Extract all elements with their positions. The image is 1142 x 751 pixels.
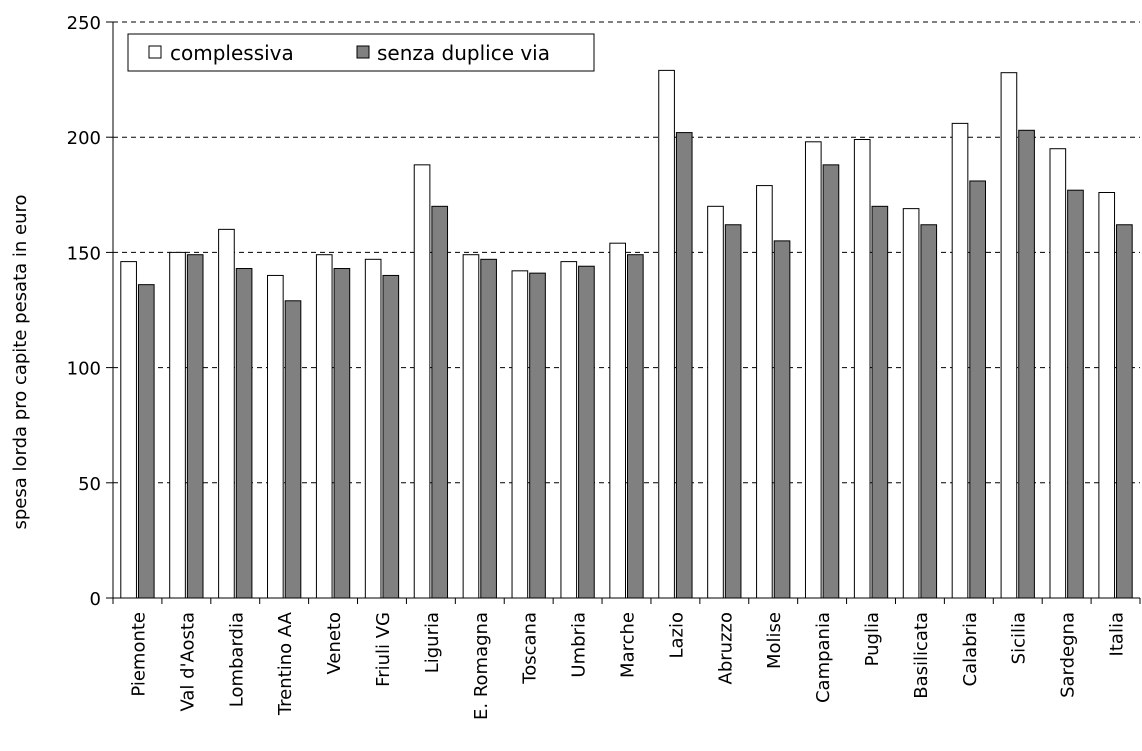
grid-lines bbox=[113, 21, 1140, 484]
y-tick-label: 250 bbox=[67, 13, 101, 34]
x-tick-label: Umbria bbox=[569, 612, 590, 678]
bar-senza-duplice-via bbox=[529, 272, 546, 599]
x-tick-label: Liguria bbox=[422, 612, 443, 673]
bar-complessiva bbox=[218, 228, 235, 599]
bar-senza-duplice-via bbox=[186, 254, 204, 599]
bar-senza-duplice-via bbox=[675, 132, 693, 599]
bar-senza-duplice-via bbox=[627, 254, 644, 599]
x-tick-label: Calabria bbox=[960, 612, 981, 687]
bar-complessiva bbox=[853, 139, 871, 599]
bar-senza-duplice-via bbox=[724, 224, 742, 599]
x-tick-label: Sicilia bbox=[1009, 612, 1030, 664]
x-tick-labels: Piemonte Val d'Aosta Lombardia Trentino AA V… bbox=[128, 611, 1127, 720]
bar-complessiva bbox=[364, 258, 382, 599]
bar-senza-duplice-via bbox=[920, 224, 938, 599]
bar-complessiva bbox=[658, 69, 675, 599]
y-tick-label: 0 bbox=[90, 589, 101, 610]
x-tick-label: Lombardia bbox=[226, 612, 247, 707]
bar-complessiva bbox=[1000, 72, 1018, 599]
x-tick-label: Lazio bbox=[666, 612, 687, 659]
x-tick-label: Abruzzo bbox=[715, 612, 736, 684]
x-tick-label: Marche bbox=[618, 612, 639, 678]
bar-senza-duplice-via bbox=[1018, 129, 1035, 599]
bar-complessiva bbox=[1098, 191, 1116, 599]
x-tick-label: Molise bbox=[764, 612, 785, 669]
bar-senza-duplice-via bbox=[773, 240, 791, 599]
bar-complessiva bbox=[462, 254, 480, 599]
bar-senza-duplice-via bbox=[284, 300, 302, 599]
legend-swatch-senza-duplice-via bbox=[356, 45, 370, 59]
y-tick-label: 100 bbox=[67, 359, 101, 380]
bar-senza-duplice-via bbox=[871, 205, 889, 599]
bar-senza-duplice-via bbox=[137, 284, 155, 599]
axes-group bbox=[106, 21, 1141, 604]
x-tick-label: Italia bbox=[1107, 612, 1128, 656]
bar-complessiva bbox=[267, 274, 284, 599]
legend-label-complessiva: complessiva bbox=[170, 41, 294, 65]
bar-complessiva bbox=[804, 141, 822, 599]
legend-swatch-complessiva bbox=[148, 45, 162, 59]
bar-complessiva bbox=[560, 261, 578, 599]
x-tick-label: Piemonte bbox=[128, 612, 149, 697]
bar-complessiva bbox=[609, 242, 626, 599]
bar-senza-duplice-via bbox=[480, 258, 497, 599]
y-axis-title: spesa lorda pro capite pesata in euro bbox=[10, 194, 31, 529]
x-tick-label: Veneto bbox=[324, 612, 345, 675]
bar-senza-duplice-via bbox=[1067, 189, 1084, 599]
bar-complessiva bbox=[707, 205, 724, 599]
x-tick-label: Campania bbox=[813, 612, 834, 703]
bar-complessiva bbox=[1049, 148, 1067, 599]
y-tick-label: 50 bbox=[78, 474, 101, 495]
bar-complessiva bbox=[413, 164, 431, 599]
x-tick-label: Puglia bbox=[862, 612, 883, 666]
x-tick-label: Sardegna bbox=[1058, 612, 1079, 698]
legend: complessiva senza duplice via bbox=[127, 33, 595, 72]
bar-senza-duplice-via bbox=[578, 265, 595, 599]
x-tick-label: E. Romagna bbox=[471, 612, 492, 720]
bar-senza-duplice-via bbox=[431, 205, 449, 599]
legend-label-senza-duplice-via: senza duplice via bbox=[377, 41, 550, 65]
x-tick-label: Toscana bbox=[520, 612, 541, 685]
bar-senza-duplice-via bbox=[382, 274, 400, 599]
bar-senza-duplice-via bbox=[235, 268, 253, 599]
bar-complessiva bbox=[120, 261, 137, 599]
y-tick-label: 200 bbox=[67, 128, 101, 149]
x-tick-label: Basilicata bbox=[911, 612, 932, 699]
bar-complessiva bbox=[315, 254, 333, 599]
x-tick-label: Val d'Aosta bbox=[177, 612, 198, 712]
x-tick-label: Friuli VG bbox=[373, 612, 394, 687]
x-tick-label: Trentino AA bbox=[275, 611, 296, 716]
bar-complessiva bbox=[756, 185, 773, 599]
bar-senza-duplice-via bbox=[333, 268, 351, 599]
bar-complessiva bbox=[902, 208, 920, 599]
bar-complessiva bbox=[169, 251, 186, 599]
bars-group bbox=[120, 69, 1133, 599]
y-tick-label: 150 bbox=[67, 243, 101, 264]
bar-senza-duplice-via bbox=[969, 180, 986, 599]
bar-complessiva bbox=[511, 270, 529, 599]
y-tick-labels: 0 50 100 150 200 250 bbox=[67, 13, 101, 610]
bar-senza-duplice-via bbox=[822, 164, 840, 599]
bar-complessiva bbox=[951, 122, 969, 599]
bar-senza-duplice-via bbox=[1116, 224, 1133, 599]
